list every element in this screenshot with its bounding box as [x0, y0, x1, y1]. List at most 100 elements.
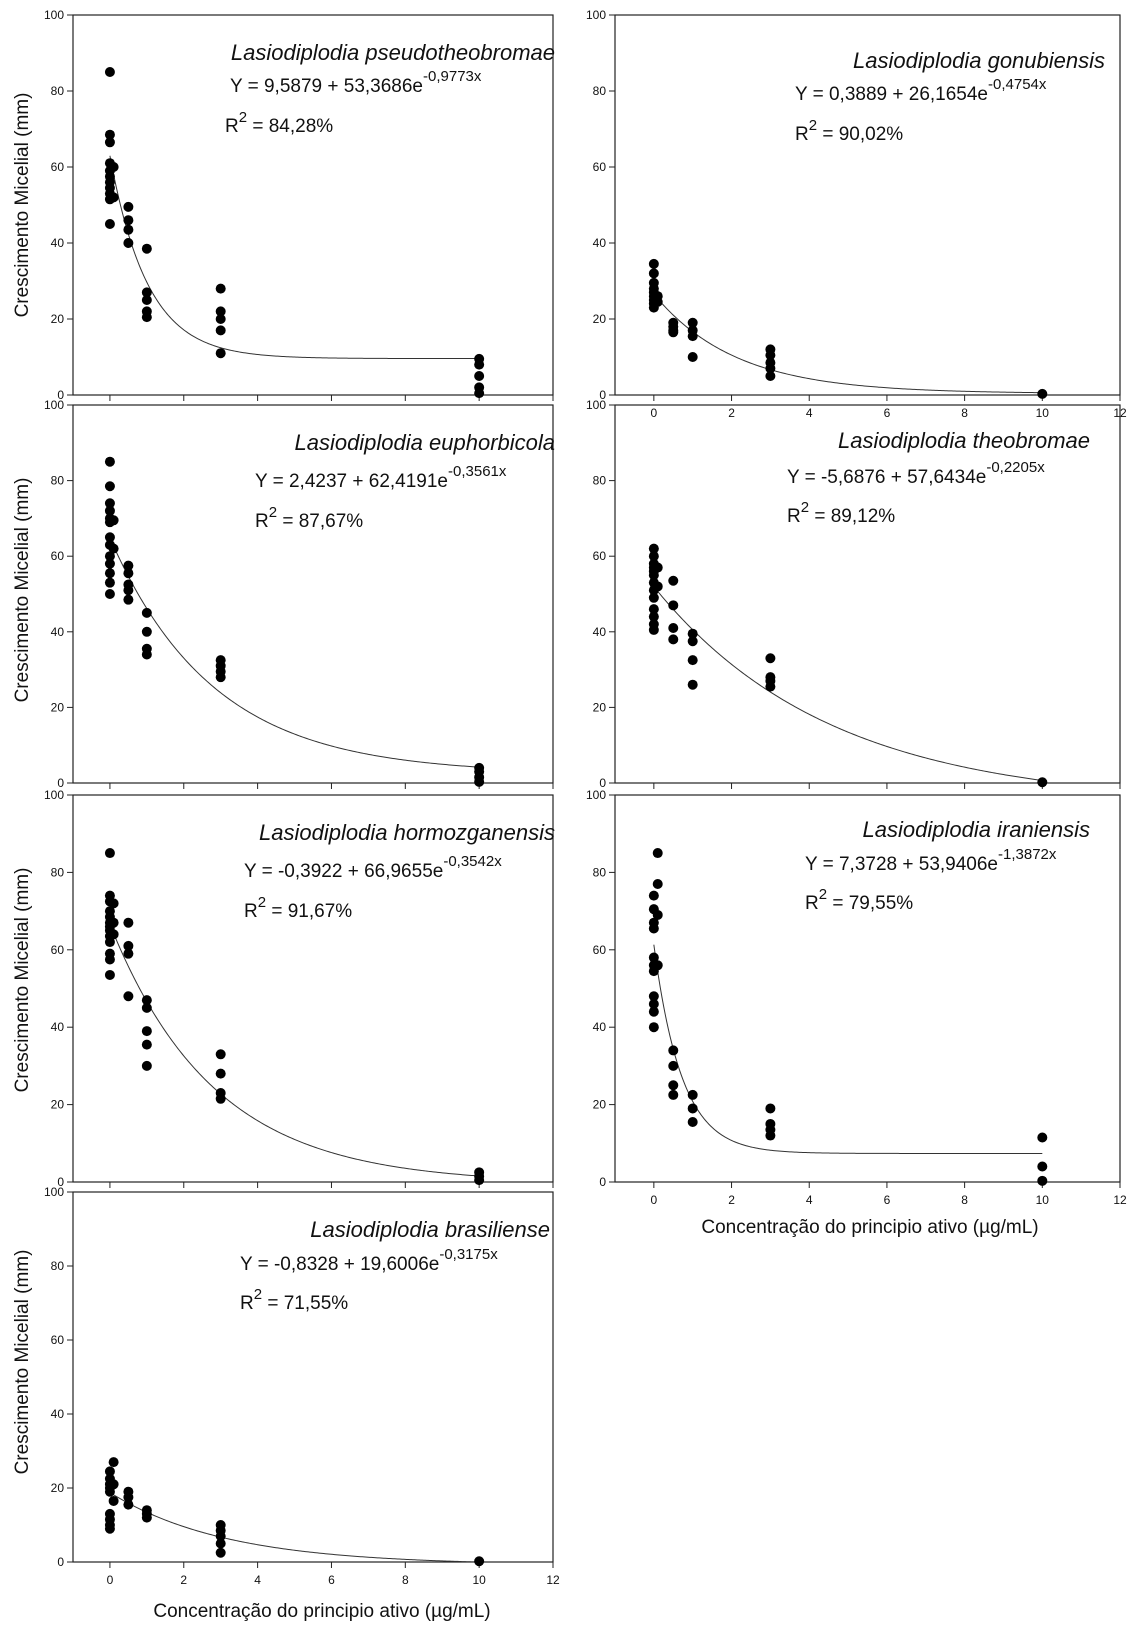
data-point — [648, 551, 659, 562]
data-point — [765, 1130, 776, 1141]
r-squared-value: = 84,28% — [247, 116, 333, 137]
fit-curve — [653, 944, 1043, 1154]
data-point — [215, 325, 226, 336]
data-point — [687, 655, 698, 666]
data-point — [648, 1022, 659, 1033]
y-tick-label: 60 — [51, 943, 65, 957]
data-point — [668, 1045, 679, 1056]
data-point — [652, 879, 663, 890]
data-point — [474, 388, 485, 399]
x-tick-label: 2 — [728, 406, 735, 420]
y-tick-label: 80 — [593, 865, 607, 879]
r-squared-value: = 91,67% — [266, 901, 352, 922]
data-point — [687, 317, 698, 328]
data-point — [141, 243, 152, 254]
fit-curve — [109, 924, 480, 1177]
y-tick-label: 40 — [51, 1407, 65, 1421]
fit-curve — [653, 293, 1043, 394]
plot-frame — [614, 794, 1121, 1183]
y-tick-label: 100 — [44, 8, 64, 22]
y-tick-label: 40 — [51, 625, 65, 639]
data-point — [123, 991, 134, 1002]
data-point — [687, 352, 698, 362]
y-tick-label: 20 — [51, 1481, 65, 1495]
data-point — [123, 594, 134, 605]
data-point — [215, 1531, 226, 1542]
y-tick-label: 0 — [57, 776, 64, 790]
data-point — [108, 1495, 119, 1506]
x-tick-label: 12 — [1113, 1193, 1127, 1207]
fit-curve — [109, 1492, 480, 1563]
species-title: Lasiodiplodia euphorbicola — [294, 430, 555, 455]
x-tick-label: 8 — [961, 1193, 968, 1207]
data-point — [687, 679, 698, 690]
plot-frame — [72, 14, 554, 396]
data-point — [215, 1538, 226, 1549]
species-title: Lasiodiplodia gonubiensis — [853, 48, 1105, 73]
y-tick-label: 20 — [51, 312, 65, 326]
data-point — [123, 224, 134, 235]
fit-curve — [653, 586, 1043, 781]
data-point — [104, 67, 115, 77]
y-tick-label: 100 — [44, 788, 64, 802]
data-point — [648, 570, 659, 581]
plot-frame — [614, 404, 1121, 784]
x-tick-label: 6 — [884, 1193, 891, 1207]
data-point — [474, 1175, 485, 1186]
data-point — [141, 1002, 152, 1013]
y-tick-label: 40 — [51, 236, 65, 250]
plot-frame — [72, 1191, 554, 1563]
chart-panel: 0 20 40 60 80 100 0 2 4 6 8 10 12 Lasiodiplodia irani… — [586, 788, 1127, 1207]
data-point — [104, 568, 115, 579]
data-point — [123, 201, 134, 212]
y-tick-label: 40 — [593, 236, 607, 250]
r-squared: R2 = 90,02% — [795, 117, 903, 145]
data-point — [648, 890, 659, 901]
data-point — [141, 312, 152, 323]
chart-panel: 0 20 40 60 80 100 Lasiodiplodia euphorbicola Y … — [44, 398, 555, 790]
data-point — [668, 1080, 679, 1091]
y-tick-label: 80 — [51, 84, 65, 98]
y-tick-label: 80 — [593, 84, 607, 98]
x-tick-label: 2 — [180, 1573, 187, 1587]
data-point — [668, 1060, 679, 1071]
y-axis-label: Crescimento Micelial (mm) — [12, 1250, 33, 1475]
data-point — [652, 848, 663, 859]
data-point — [652, 562, 663, 573]
data-point — [765, 681, 776, 692]
data-point — [668, 327, 679, 338]
data-point — [123, 948, 134, 959]
equation-exponent: -0,9773x — [423, 68, 482, 85]
x-tick-label: 4 — [254, 1573, 261, 1587]
data-point — [687, 628, 698, 639]
r-squared-label: R — [225, 116, 239, 137]
data-point — [123, 238, 134, 248]
data-point — [687, 636, 698, 647]
equation-base: Y = 7,3728 + 53,9406e — [805, 854, 998, 875]
r-squared: R2 = 71,55% — [240, 1286, 348, 1314]
data-point — [104, 551, 115, 562]
data-point — [108, 898, 119, 909]
species-title: Lasiodiplodia iraniensis — [863, 817, 1090, 842]
y-tick-label: 60 — [51, 1333, 65, 1347]
data-point — [104, 137, 115, 148]
data-point — [108, 543, 119, 554]
data-point — [108, 515, 119, 526]
r-squared: R2 = 87,67% — [255, 504, 363, 532]
data-point — [648, 991, 659, 1002]
data-point — [648, 592, 659, 603]
x-tick-label: 2 — [728, 1193, 735, 1207]
data-point — [687, 331, 698, 342]
data-point — [108, 1457, 119, 1468]
data-point — [123, 940, 134, 951]
r-squared-sup: 2 — [269, 504, 277, 521]
x-tick-label: 6 — [884, 406, 891, 420]
y-tick-label: 60 — [51, 549, 65, 563]
chart-panel: 0 20 40 60 80 100 0 2 4 6 8 10 12 Lasiodiplodia brasi… — [44, 1185, 560, 1587]
data-point — [648, 624, 659, 635]
data-point — [765, 363, 776, 374]
data-point — [648, 543, 659, 554]
data-point — [104, 577, 115, 588]
y-tick-label: 40 — [593, 1020, 607, 1034]
